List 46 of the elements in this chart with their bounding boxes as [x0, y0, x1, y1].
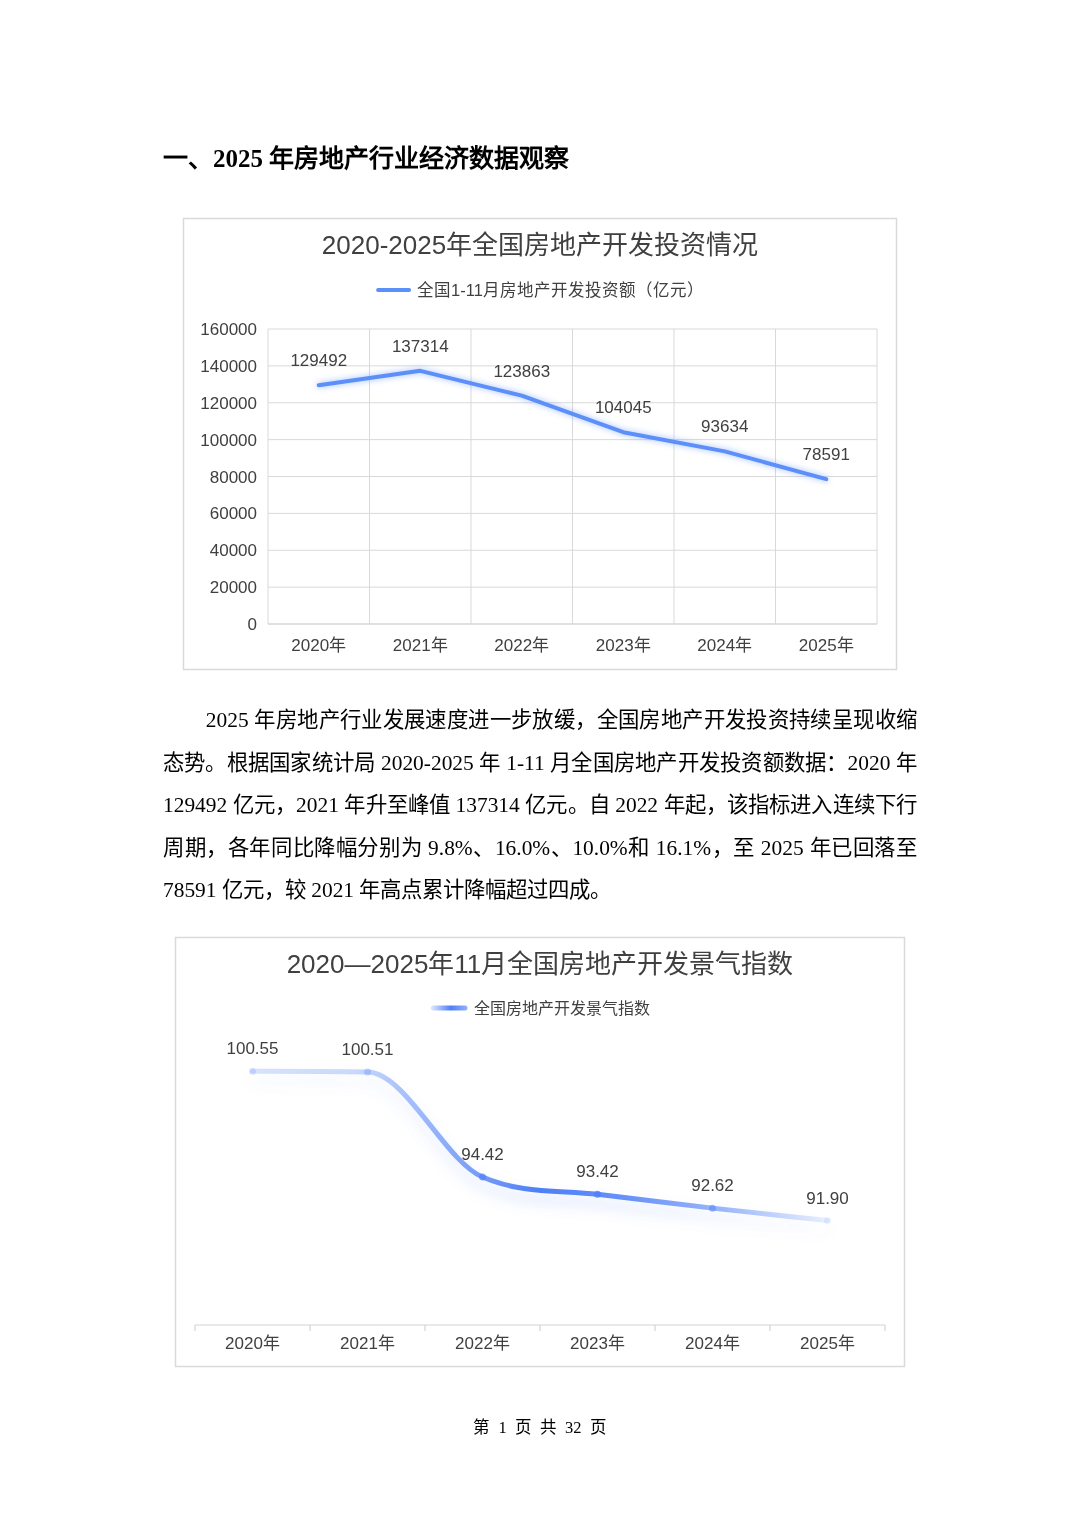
x-tick-label: 2023年 [570, 1334, 625, 1353]
chart-title: 2020-2025年全国房地产开发投资情况 [321, 230, 759, 260]
text: 2025 年房地产行业发展速度进一步放缓，全国房地产开发投资持续呈现收缩态势。根据国家统计局 2020-2025 年 1-11 月全国房地产开发投资额数据：2020 年 129492 亿元，2021 年升至峰值 137314 亿元。自 2022 年起，该指标进入连续下行周期，各年同比降幅分别为 9.8%、16.0%、10.0%和 16.1%，至 2025 年已回落至 78591 亿元，较 2021 年高点累计降幅超过四成。 [163, 707, 917, 904]
x-tick-label: 2021年 [340, 1334, 395, 1353]
point [479, 1173, 486, 1181]
data-label: 94.42 [461, 1145, 504, 1165]
x-tick-label: 2021年 [392, 636, 448, 655]
y-tick-label: 20000 [209, 578, 257, 598]
x-tick-label: 2020年 [291, 636, 347, 655]
x-tick-label: 2023年 [595, 636, 651, 655]
x-tick-label: 2022年 [494, 636, 550, 655]
data-label: 104045 [594, 398, 652, 418]
text: 一、2025 年房地产行业经济数据观察 [163, 144, 570, 174]
y-tick-label: 0 [247, 615, 257, 634]
y-tick-label: 160000 [200, 320, 257, 339]
x-tick-label: 2024年 [697, 636, 753, 655]
point [824, 1217, 831, 1225]
y-tick-label: 100000 [200, 430, 257, 450]
y-tick-label: 80000 [209, 467, 257, 487]
data-label: 100.51 [341, 1040, 394, 1060]
point [364, 1068, 371, 1076]
x-tick-label: 2025年 [798, 636, 854, 655]
chart-title: 2020—2025年11月全国房地产开发景气指数 [286, 949, 794, 979]
x-tick-label: 2022年 [455, 1334, 510, 1353]
point [249, 1067, 256, 1075]
x-tick-label: 2024年 [685, 1334, 740, 1353]
x-tick-label: 2020年 [225, 1334, 280, 1353]
data-label: 91.90 [806, 1188, 849, 1208]
y-tick-label: 40000 [209, 541, 257, 561]
point [709, 1204, 716, 1212]
y-tick-label: 60000 [209, 504, 257, 524]
text: 第 1 页 共 32 页 [473, 1418, 607, 1438]
legend-label: 全国房地产开发景气指数 [473, 999, 650, 1017]
data-label: 93634 [701, 417, 749, 437]
point [594, 1190, 601, 1198]
data-label: 92.62 [691, 1176, 734, 1196]
x-tick-label: 2025年 [800, 1334, 855, 1353]
y-tick-label: 140000 [200, 356, 257, 376]
data-label: 123863 [493, 361, 551, 381]
data-label: 137314 [391, 336, 449, 356]
legend-label: 全国1-11月房地产开发投资额（亿元） [417, 280, 704, 299]
y-tick-label: 120000 [200, 393, 257, 413]
data-label: 100.55 [226, 1039, 279, 1059]
data-label: 78591 [802, 445, 850, 465]
data-label: 129492 [290, 351, 348, 371]
data-label: 93.42 [576, 1162, 619, 1182]
